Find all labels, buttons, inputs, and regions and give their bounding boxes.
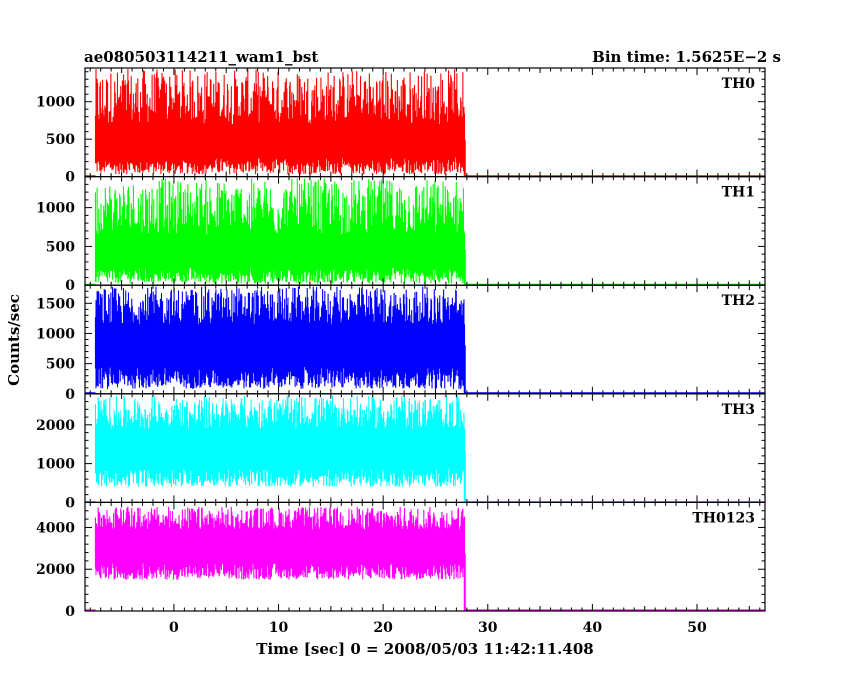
panel-label: TH0123: [692, 510, 755, 526]
panel-th3: 0 1000 2000 TH3: [36, 393, 766, 511]
y-axis-label: Counts/sec: [5, 294, 23, 386]
y-tick-label: 0: [65, 278, 75, 294]
y-tick-label: 0: [65, 387, 75, 403]
y-tick-label: 4000: [36, 520, 75, 536]
y-tick-label: 0: [65, 604, 75, 620]
x-axis-label: Time [sec] 0 = 2008/05/03 11:42:11.408: [256, 640, 593, 658]
x-tick-label: 0: [169, 620, 179, 636]
chart-title-right: Bin time: 1.5625E−2 s: [592, 48, 781, 66]
x-tick-label: 30: [478, 620, 498, 636]
chart-title-left: ae080503114211_wam1_bst: [84, 48, 318, 66]
x-tick-label: 50: [687, 620, 707, 636]
series-th0: [94, 68, 466, 175]
panel-th0123: 0 2000 4000 TH0123: [36, 501, 766, 620]
y-tick-label: 1000: [36, 95, 75, 111]
x-tick-label: 10: [269, 620, 289, 636]
series-th1: [94, 178, 466, 284]
panel-th0: 0 500 1000 TH0: [36, 67, 766, 186]
panel-th1: 0 500 1000 TH1: [36, 176, 766, 294]
y-tick-label: 1000: [36, 326, 75, 342]
y-tick-label: 1500: [36, 296, 75, 312]
panel-label: TH2: [722, 293, 755, 309]
y-tick-label: 500: [46, 132, 75, 148]
series-th2: [94, 286, 466, 389]
panel-th2: 0 500 1000 1500 TH2: [36, 284, 766, 403]
panel-label: TH1: [722, 185, 755, 201]
y-tick-label: 2000: [36, 562, 75, 578]
y-tick-label: 0: [65, 495, 75, 511]
y-tick-label: 0: [65, 170, 75, 186]
x-tick-label: 40: [583, 620, 603, 636]
x-tick-label: 20: [373, 620, 393, 636]
panel-label: TH0: [722, 76, 756, 92]
series-th3: [94, 395, 466, 487]
y-tick-label: 1000: [36, 201, 75, 217]
y-tick-label: 500: [46, 239, 75, 255]
panel-label: TH3: [722, 402, 755, 418]
series-th0123: [94, 506, 466, 580]
y-tick-label: 1000: [36, 457, 75, 473]
y-tick-label: 2000: [36, 418, 75, 434]
y-tick-label: 500: [46, 357, 75, 373]
